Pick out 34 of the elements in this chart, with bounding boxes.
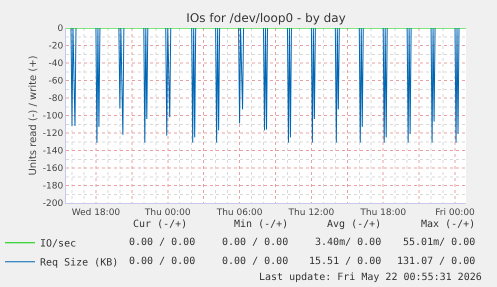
x-tick-label: Fri 00:00 xyxy=(435,208,476,218)
text: Avg (-/+) xyxy=(327,219,382,230)
text: 131.07 / 0.00 xyxy=(397,256,476,267)
legend-label: IO/sec xyxy=(40,238,76,250)
x-tick-label: Thu 12:00 xyxy=(288,208,335,218)
text: 15.51 / 0.00 xyxy=(309,256,382,267)
y-tick-label: -120 xyxy=(42,129,64,140)
y-tick-label: -100 xyxy=(42,112,64,122)
x-tick-label: Thu 06:00 xyxy=(216,208,263,218)
x-tick-label: Thu 18:00 xyxy=(359,208,406,218)
y-tick-label: -180 xyxy=(42,182,64,192)
y-axis-title: Units read (-) / write (+) xyxy=(28,55,39,176)
y-tick-label: -20 xyxy=(48,42,64,52)
chart-title: IOs for /dev/loop0 - by day xyxy=(186,11,346,26)
text: Last update: Fri May 22 00:55:31 2026 xyxy=(259,272,482,283)
text: 3.40m/ 0.00 xyxy=(315,237,382,248)
text: 0.00 / 0.00 xyxy=(222,237,288,248)
x-tick-label: Wed 18:00 xyxy=(72,208,120,218)
text: 0.00 / 0.00 xyxy=(222,256,288,267)
text: 0.00 / 0.00 xyxy=(129,237,196,248)
x-tick-label: Thu 00:00 xyxy=(144,208,191,218)
text: 0.00 / 0.00 xyxy=(129,256,196,267)
y-tick-label: -60 xyxy=(48,76,64,87)
y-tick-label: -40 xyxy=(48,59,64,70)
text: Max (-/+) xyxy=(421,219,476,230)
y-tick-label: 0 xyxy=(57,24,64,34)
y-tick-label: -200 xyxy=(42,199,64,210)
y-tick-label: -160 xyxy=(42,164,64,174)
y-tick-label: -80 xyxy=(48,94,64,104)
text: Cur (-/+) xyxy=(133,219,188,230)
text: 55.01m/ 0.00 xyxy=(403,237,476,248)
legend-label: Req Size (KB) xyxy=(40,258,118,269)
text: Min (-/+) xyxy=(234,219,288,230)
y-tick-label: -140 xyxy=(42,146,64,157)
